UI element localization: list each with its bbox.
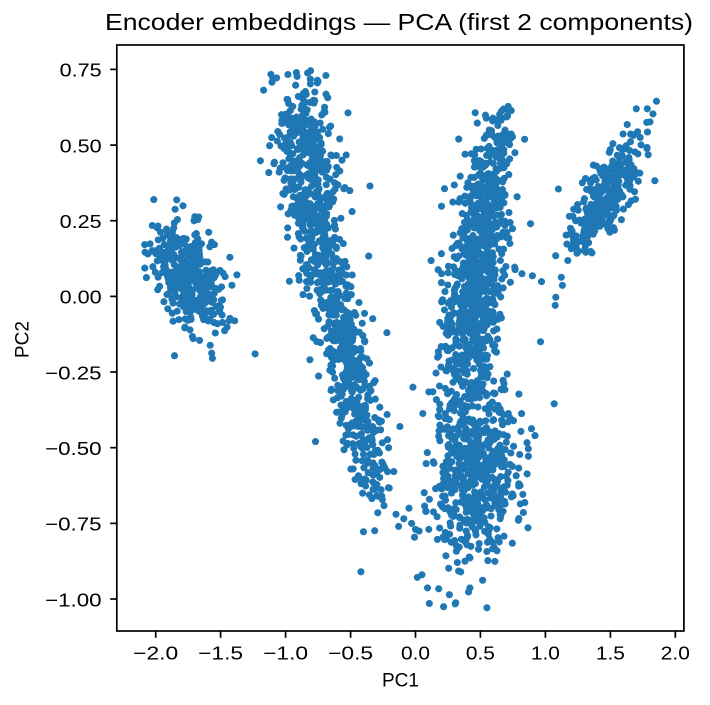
svg-text:−2.0: −2.0: [133, 643, 178, 664]
svg-text:Encoder embeddings — PCA (firs: Encoder embeddings — PCA (first 2 compon…: [105, 9, 693, 35]
svg-text:2.0: 2.0: [661, 643, 690, 664]
svg-text:−1.5: −1.5: [198, 643, 243, 664]
svg-text:0.75: 0.75: [60, 60, 102, 81]
svg-text:−1.0: −1.0: [263, 643, 308, 664]
svg-text:0.5: 0.5: [466, 643, 495, 664]
svg-text:1.5: 1.5: [596, 643, 625, 664]
svg-text:0.0: 0.0: [401, 643, 430, 664]
svg-text:−1.00: −1.00: [45, 589, 102, 610]
svg-text:0.00: 0.00: [60, 287, 102, 308]
svg-text:−0.50: −0.50: [45, 438, 102, 459]
svg-text:PC2: PC2: [13, 321, 34, 358]
svg-text:PC1: PC1: [382, 671, 419, 692]
svg-text:−0.25: −0.25: [45, 362, 102, 383]
svg-text:1.0: 1.0: [531, 643, 560, 664]
svg-text:0.25: 0.25: [60, 211, 102, 232]
svg-text:−0.5: −0.5: [328, 643, 373, 664]
svg-text:−0.75: −0.75: [45, 514, 102, 535]
svg-text:0.50: 0.50: [60, 135, 102, 156]
